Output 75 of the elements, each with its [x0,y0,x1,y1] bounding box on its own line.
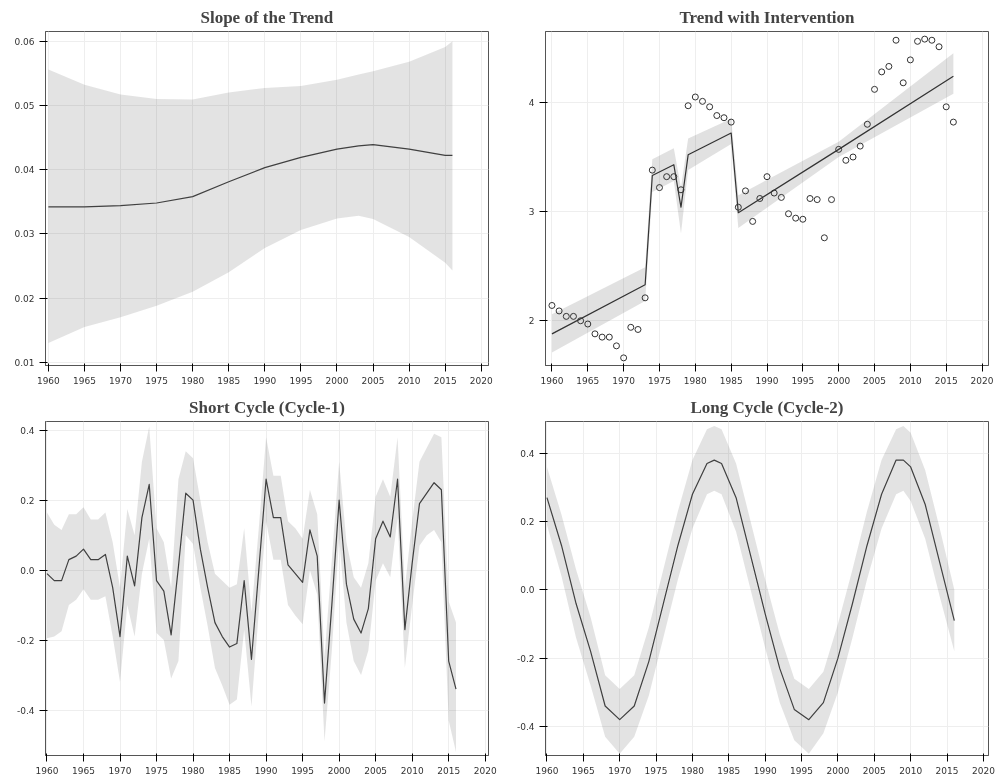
x-tick-label: 1970 [612,375,636,386]
chart-title: Long Cycle (Cycle-2) [690,397,844,417]
x-tick-label: 2005 [863,375,886,386]
x-tick-label: 1960 [36,375,61,386]
x-tick-label: 1990 [254,765,278,776]
y-tick-label: 0.4 [20,425,35,436]
x-tick-label: 2005 [364,765,388,776]
y-tick-label: 2 [528,316,535,327]
x-tick-label: 1985 [719,375,743,386]
x-tick-label: 2010 [899,765,923,776]
y-tick-label: 0.4 [520,448,535,459]
y-tick-label: 0.01 [14,357,35,368]
y-tick-label: -0.4 [16,705,35,716]
y-tick-label: 0.2 [520,517,535,528]
x-tick-label: 1965 [571,765,595,776]
y-tick-label: 0.0 [20,565,35,576]
x-tick-label: 1975 [644,765,668,776]
x-tick-label: 1990 [253,375,277,386]
x-tick-label: 2015 [433,375,457,386]
x-tick-label: 1980 [680,765,705,776]
x-tick-label: 1975 [145,375,169,386]
x-tick-label: 1985 [717,765,741,776]
y-tick-label: 3 [528,207,535,218]
x-tick-label: 1965 [576,375,600,386]
x-tick-label: 1990 [753,765,777,776]
x-tick-label: 1965 [73,375,96,386]
x-tick-label: 1970 [109,375,133,386]
y-tick-label: 0.05 [14,100,35,111]
chart-title: Slope of the Trend [200,7,334,27]
y-tick-label: 0.02 [14,293,35,304]
x-tick-label: 1960 [35,765,59,776]
y-tick-label: -0.2 [516,653,535,664]
y-tick-label: 0.2 [20,495,35,506]
chart-title: Short Cycle (Cycle-1) [189,397,345,417]
x-tick-label: 1970 [608,765,632,776]
x-tick-label: 2020 [971,765,996,776]
x-tick-label: 1960 [535,765,559,776]
x-tick-label: 2005 [862,765,886,776]
x-tick-label: 2005 [361,375,385,386]
x-tick-label: 2015 [935,765,959,776]
x-tick-label: 1985 [218,765,242,776]
x-tick-label: 1995 [790,765,814,776]
x-tick-label: 1980 [181,765,205,776]
y-tick-label: 0.0 [520,585,535,596]
x-tick-label: 2010 [898,375,923,386]
y-tick-label: 0.04 [14,165,35,176]
y-tick-label: -0.4 [516,721,535,732]
y-tick-label: 4 [528,97,535,108]
x-tick-label: 2010 [397,375,421,386]
x-tick-label: 1990 [755,375,779,386]
x-tick-label: 1965 [72,765,95,776]
x-tick-label: 1995 [289,375,313,386]
x-tick-label: 2020 [473,765,497,776]
x-tick-label: 1980 [683,375,708,386]
x-tick-label: 2000 [827,375,851,386]
x-tick-label: 2000 [826,765,850,776]
chart-title: Trend with Intervention [679,7,856,27]
x-tick-label: 1970 [108,765,132,776]
y-tick-label: 0.03 [14,229,35,240]
x-tick-label: 1985 [217,375,241,386]
x-tick-label: 2020 [970,375,994,386]
x-tick-label: 1980 [181,375,205,386]
y-tick-label: -0.2 [16,635,35,646]
x-tick-label: 2015 [934,375,958,386]
x-tick-label: 1975 [648,375,671,386]
x-tick-label: 2000 [325,375,349,386]
x-tick-label: 2010 [400,765,424,776]
x-tick-label: 2020 [469,375,494,386]
y-tick-label: 0.06 [14,36,35,47]
x-tick-label: 1975 [145,765,168,776]
x-tick-label: 2015 [437,765,461,776]
x-tick-label: 1995 [791,375,815,386]
x-tick-label: 1995 [291,765,315,776]
x-tick-label: 2000 [327,765,351,776]
x-tick-label: 1960 [540,375,564,386]
